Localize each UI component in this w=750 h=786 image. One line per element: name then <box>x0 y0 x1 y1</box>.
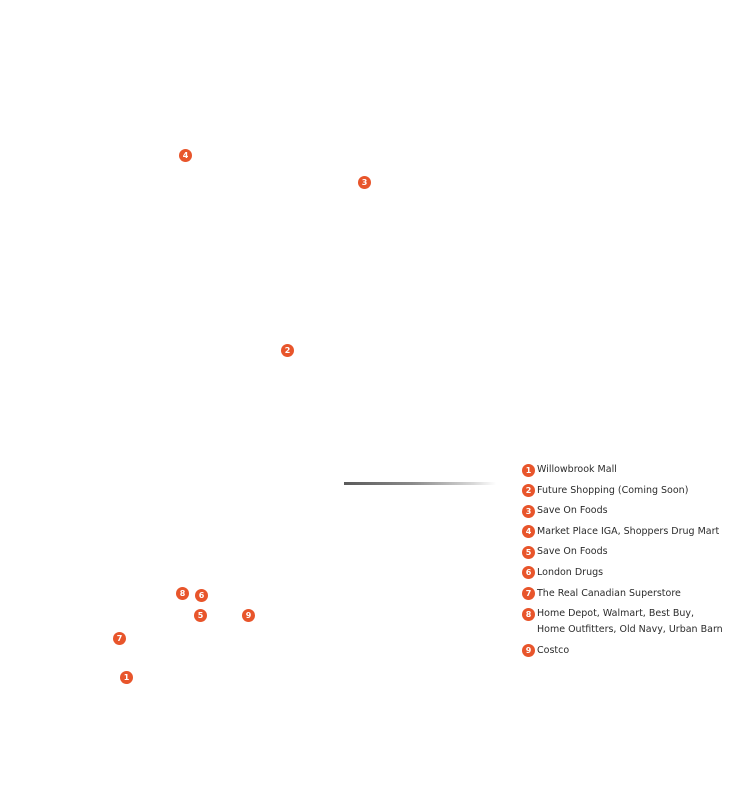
legend-item-label: Home Outfitters, Old Navy, Urban Barn <box>537 624 723 636</box>
legend-item-label: The Real Canadian Superstore <box>537 587 681 599</box>
legend-item-label: Willowbrook Mall <box>537 464 617 475</box>
legend-item-label: Costco <box>537 644 570 656</box>
legend-number-badge: 4 <box>522 525 535 539</box>
legend-number-badge: 9 <box>522 644 535 658</box>
legend-number-badge: 3 <box>522 504 535 518</box>
legend-item[interactable]: 9 Costco <box>522 643 746 659</box>
map-marker-3[interactable]: 3 <box>358 176 371 189</box>
legend-item-label: Market Place IGA, Shoppers Drug Mart <box>537 525 720 537</box>
legend-item[interactable]: 3 Save On Foods <box>522 503 746 519</box>
legend-item[interactable]: 1 Willowbrook Mall <box>522 462 746 478</box>
map-marker-7[interactable]: 7 <box>113 632 126 645</box>
legend-number-badge: 8 <box>522 607 535 621</box>
legend: 1 Willowbrook Mall 2 Future Shopping (Comin… <box>522 462 746 663</box>
map-marker-8[interactable]: 8 <box>176 587 189 600</box>
legend-item[interactable]: 7 The Real Canadian Superstore <box>522 586 746 602</box>
legend-item-label: London Drugs <box>537 566 604 578</box>
legend-number-badge: 7 <box>522 587 535 601</box>
legend-number-badge: 5 <box>522 545 535 559</box>
legend-item[interactable]: 4 Market Place IGA, Shoppers Drug Mart <box>522 524 746 540</box>
legend-item[interactable]: 8 Home Depot, Walmart, Best Buy, Home Outf… <box>522 606 746 638</box>
legend-item[interactable]: 6 London Drugs <box>522 565 746 581</box>
legend-number-badge: 6 <box>522 566 535 580</box>
map-marker-1[interactable]: 1 <box>120 671 133 684</box>
legend-connector-line <box>344 482 496 485</box>
legend-item-label: Home Depot, Walmart, Best Buy, <box>537 608 695 620</box>
legend-item-label: Save On Foods <box>537 546 608 558</box>
legend-number-badge: 2 <box>522 484 535 498</box>
map-marker-4[interactable]: 4 <box>179 149 192 162</box>
map-marker-2[interactable]: 2 <box>281 344 294 357</box>
legend-item[interactable]: 2 Future Shopping (Coming Soon) <box>522 483 746 499</box>
legend-item-label: Save On Foods <box>537 505 608 517</box>
map-marker-5[interactable]: 5 <box>194 609 207 622</box>
legend-number-badge: 1 <box>522 463 535 477</box>
legend-item-label: Future Shopping (Coming Soon) <box>537 484 689 496</box>
map-marker-9[interactable]: 9 <box>242 609 255 622</box>
map-marker-6[interactable]: 6 <box>195 589 208 602</box>
legend-item[interactable]: 5 Save On Foods <box>522 544 746 560</box>
